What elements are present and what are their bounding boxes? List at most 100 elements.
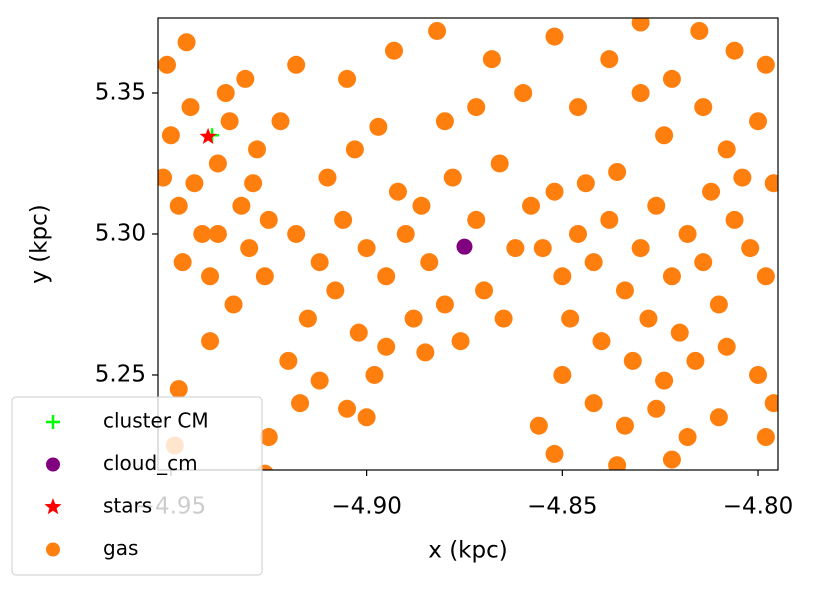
data-point (576, 174, 595, 193)
data-point (678, 224, 697, 243)
data-point (255, 267, 274, 286)
data-point (647, 196, 666, 215)
data-point (662, 69, 681, 88)
data-point (365, 365, 384, 384)
data-point (158, 55, 177, 74)
data-point (369, 117, 388, 136)
data-point (623, 351, 642, 370)
data-point (185, 174, 204, 193)
data-point (291, 394, 310, 413)
data-point (631, 18, 650, 32)
data-point (533, 239, 552, 258)
data-point (216, 84, 235, 103)
data-point (349, 323, 368, 342)
data-point (592, 332, 611, 351)
data-point (756, 428, 775, 447)
data-point (717, 337, 736, 356)
data-point (161, 126, 180, 145)
data-point (396, 224, 415, 243)
data-point (749, 112, 768, 131)
data-point (224, 295, 243, 314)
data-point (631, 239, 650, 258)
data-point (310, 371, 329, 390)
data-point (568, 224, 587, 243)
data-point (553, 267, 572, 286)
data-point (584, 394, 603, 413)
x-axis-label: x (kpc) (428, 538, 507, 564)
data-point (764, 394, 778, 413)
data-point (615, 281, 634, 300)
data-point (338, 399, 357, 418)
data-point (475, 281, 494, 300)
data-point (287, 224, 306, 243)
data-point (326, 281, 345, 300)
data-point (232, 196, 251, 215)
data-point (240, 239, 259, 258)
data-point (385, 41, 404, 60)
data-point (451, 332, 470, 351)
data-point (764, 174, 778, 193)
data-point (514, 84, 533, 103)
data-point (631, 84, 650, 103)
data-point (600, 210, 619, 229)
data-point (248, 140, 267, 159)
data-point (428, 21, 447, 40)
data-point (749, 365, 768, 384)
data-point (717, 140, 736, 159)
legend-box (11, 396, 263, 576)
data-point (193, 224, 212, 243)
data-point (259, 428, 278, 447)
data-point (678, 428, 697, 447)
data-point (279, 351, 298, 370)
data-point (287, 55, 306, 74)
data-point (608, 162, 627, 181)
data-point (404, 309, 423, 328)
data-point (169, 196, 188, 215)
data-point (435, 112, 454, 131)
plot-points (158, 18, 778, 470)
data-point (506, 239, 525, 258)
data-point (690, 21, 709, 40)
data-point (568, 98, 587, 117)
legend-label: cloud_cm (103, 451, 198, 475)
data-point (756, 267, 775, 286)
data-point (494, 309, 513, 328)
data-point (545, 27, 564, 46)
data-point (388, 182, 407, 201)
data-point (694, 98, 713, 117)
plot-frame (157, 17, 779, 471)
data-point (377, 337, 396, 356)
data-point (725, 210, 744, 229)
data-point (490, 154, 509, 173)
data-point (456, 238, 473, 255)
data-point (655, 126, 674, 145)
legend-label: gas (103, 536, 138, 560)
data-point (412, 196, 431, 215)
data-point (553, 365, 572, 384)
data-point (259, 210, 278, 229)
data-point (416, 343, 435, 362)
data-point (173, 253, 192, 272)
data-point (694, 253, 713, 272)
data-point (545, 182, 564, 201)
data-point (435, 295, 454, 314)
legend-marker (46, 542, 60, 557)
data-point (158, 168, 173, 187)
data-point (236, 69, 255, 88)
data-point (662, 267, 681, 286)
data-point (208, 154, 227, 173)
data-point (199, 127, 217, 144)
data-point (357, 408, 376, 427)
data-point (271, 112, 290, 131)
data-point (482, 50, 501, 69)
data-point (600, 50, 619, 69)
x-tick-label: −4.80 (723, 494, 793, 520)
data-point (345, 140, 364, 159)
data-point (318, 168, 337, 187)
data-point (181, 98, 200, 117)
data-point (647, 399, 666, 418)
data-point (467, 210, 486, 229)
data-point (310, 253, 329, 272)
data-point (639, 309, 658, 328)
data-point (702, 182, 721, 201)
